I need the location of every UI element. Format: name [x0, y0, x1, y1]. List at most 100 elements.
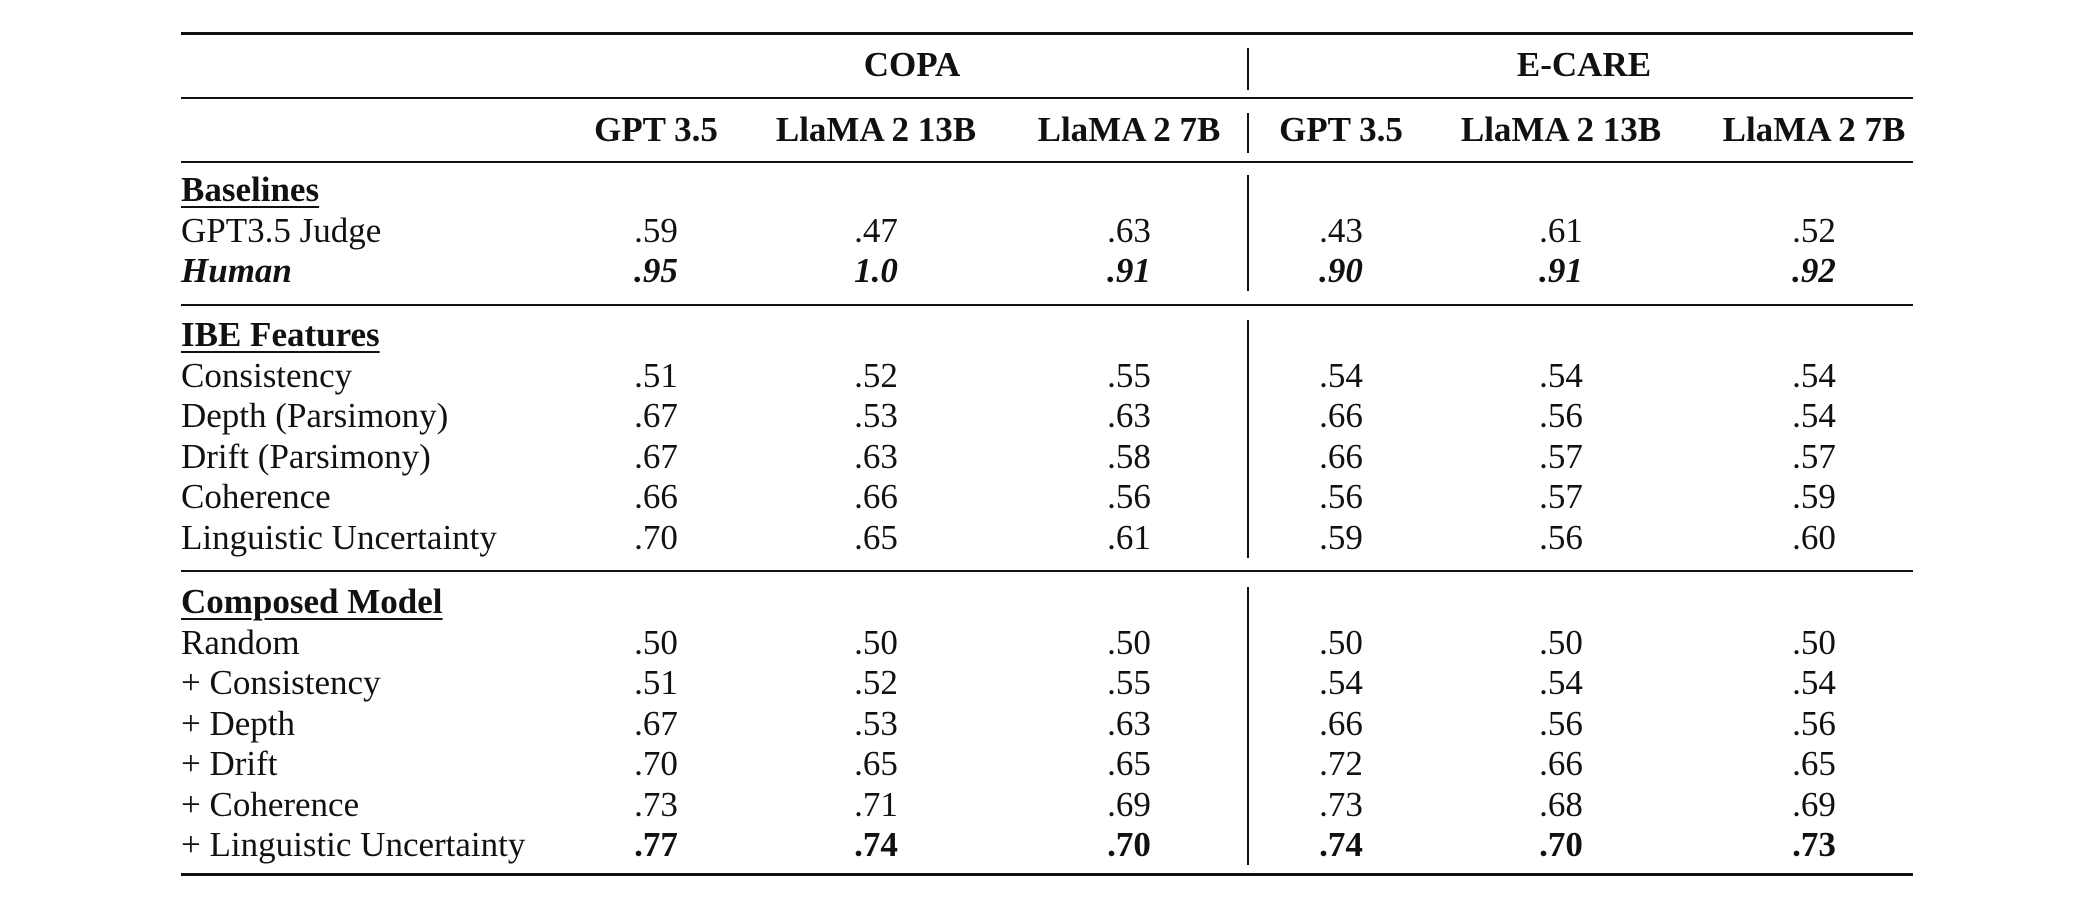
table-cell: .66 [1539, 744, 1583, 783]
table-cell: .59 [1792, 477, 1836, 516]
table-rule [181, 161, 1913, 163]
table-cell: .66 [854, 477, 898, 516]
table-cell: .90 [1319, 251, 1363, 290]
row-label: Depth (Parsimony) [181, 396, 449, 435]
table-cell: .52 [854, 355, 898, 395]
table-cell: .58 [1107, 436, 1151, 476]
table-rule [181, 304, 1913, 306]
table-cell: .56 [1792, 703, 1836, 743]
column-header: GPT 3.5 [594, 110, 718, 149]
group-separator [1247, 48, 1249, 90]
table-cell: .51 [634, 355, 678, 395]
row-label: Linguistic Uncertainty [181, 517, 497, 557]
table-cell: .52 [854, 663, 898, 702]
table-cell: .70 [1107, 825, 1151, 864]
table-cell: .77 [634, 825, 678, 864]
table-cell: .74 [854, 825, 898, 864]
table-cell: .56 [1319, 477, 1363, 516]
table-cell: .61 [1539, 210, 1583, 250]
column-header: LlaMA 2 7B [1722, 110, 1906, 149]
table-cell: .54 [1792, 396, 1836, 435]
group-header: E-CARE [1516, 45, 1652, 84]
table-cell: .74 [1319, 825, 1363, 864]
table-cell: .73 [634, 784, 678, 824]
table-cell: .65 [1107, 744, 1151, 783]
table-cell: .67 [634, 396, 678, 435]
table-cell: 1.0 [854, 251, 898, 290]
table-rule [181, 97, 1913, 99]
table-cell: .70 [1539, 825, 1583, 864]
table-cell: .91 [1539, 251, 1583, 290]
table-cell: .70 [634, 517, 678, 557]
table-cell: .59 [1319, 517, 1363, 557]
table-cell: .91 [1107, 251, 1151, 290]
row-label: + Consistency [181, 663, 381, 702]
table-cell: .52 [1792, 210, 1836, 250]
table-cell: .71 [854, 784, 898, 824]
table-cell: .54 [1319, 355, 1363, 395]
table-cell: .50 [1539, 622, 1583, 662]
table-cell: .66 [1319, 703, 1363, 743]
row-label: Drift (Parsimony) [181, 436, 431, 476]
row-label: + Coherence [181, 784, 360, 824]
table-cell: .63 [1107, 703, 1151, 743]
table-rule [181, 570, 1913, 572]
group-separator [1247, 113, 1249, 153]
table-cell: .63 [1107, 396, 1151, 435]
row-label: + Linguistic Uncertainty [181, 825, 526, 864]
table-cell: .61 [1107, 517, 1151, 557]
table-cell: .54 [1792, 355, 1836, 395]
table-cell: .50 [1792, 622, 1836, 662]
row-label: + Depth [181, 703, 296, 743]
row-label: Human [181, 251, 292, 290]
column-header: LlaMA 2 13B [775, 110, 977, 149]
table-cell: .63 [1107, 210, 1151, 250]
section-title: Composed Model [181, 582, 443, 621]
table-cell: .65 [854, 517, 898, 557]
table-cell: .59 [634, 210, 678, 250]
table-cell: .66 [1319, 396, 1363, 435]
table-cell: .54 [1319, 663, 1363, 702]
table-cell: .60 [1792, 517, 1836, 557]
table-cell: .73 [1319, 784, 1363, 824]
table-cell: .55 [1107, 355, 1151, 395]
group-separator [1247, 320, 1249, 558]
group-header: COPA [863, 45, 961, 84]
group-separator [1247, 175, 1249, 291]
column-header: GPT 3.5 [1279, 110, 1403, 149]
table-cell: .50 [1107, 622, 1151, 662]
group-separator [1247, 587, 1249, 865]
table-cell: .50 [1319, 622, 1363, 662]
table-cell: .65 [854, 744, 898, 783]
table-cell: .50 [634, 622, 678, 662]
table-cell: .51 [634, 663, 678, 702]
table-cell: .69 [1792, 784, 1836, 824]
row-label: Consistency [181, 355, 353, 395]
column-header: LlaMA 2 13B [1460, 110, 1662, 149]
section-title: IBE Features [181, 315, 380, 354]
table-cell: .43 [1319, 210, 1363, 250]
table-cell: .53 [854, 703, 898, 743]
table-cell: .55 [1107, 663, 1151, 702]
column-header: LlaMA 2 7B [1037, 110, 1221, 149]
section-title: Baselines [181, 170, 320, 209]
results-table: COPA E-CARE GPT 3.5 LlaMA 2 13B LlaMA 2 7B GP… [181, 0, 1913, 900]
table-cell: .67 [634, 703, 678, 743]
table-cell: .66 [634, 477, 678, 516]
table-cell: .57 [1539, 477, 1583, 516]
table-cell: .57 [1792, 436, 1836, 476]
table-cell: .65 [1792, 744, 1836, 783]
table-rule [181, 32, 1913, 35]
table-cell: .56 [1539, 703, 1583, 743]
table-rule [181, 873, 1913, 876]
table-cell: .63 [854, 436, 898, 476]
table-cell: .50 [854, 622, 898, 662]
table-cell: .92 [1792, 251, 1836, 290]
table-cell: .54 [1539, 663, 1583, 702]
row-label: Random [181, 622, 300, 662]
table-cell: .67 [634, 436, 678, 476]
table-cell: .68 [1539, 784, 1583, 824]
table-cell: .69 [1107, 784, 1151, 824]
row-label: GPT3.5 Judge [181, 210, 382, 250]
table-cell: .56 [1539, 396, 1583, 435]
